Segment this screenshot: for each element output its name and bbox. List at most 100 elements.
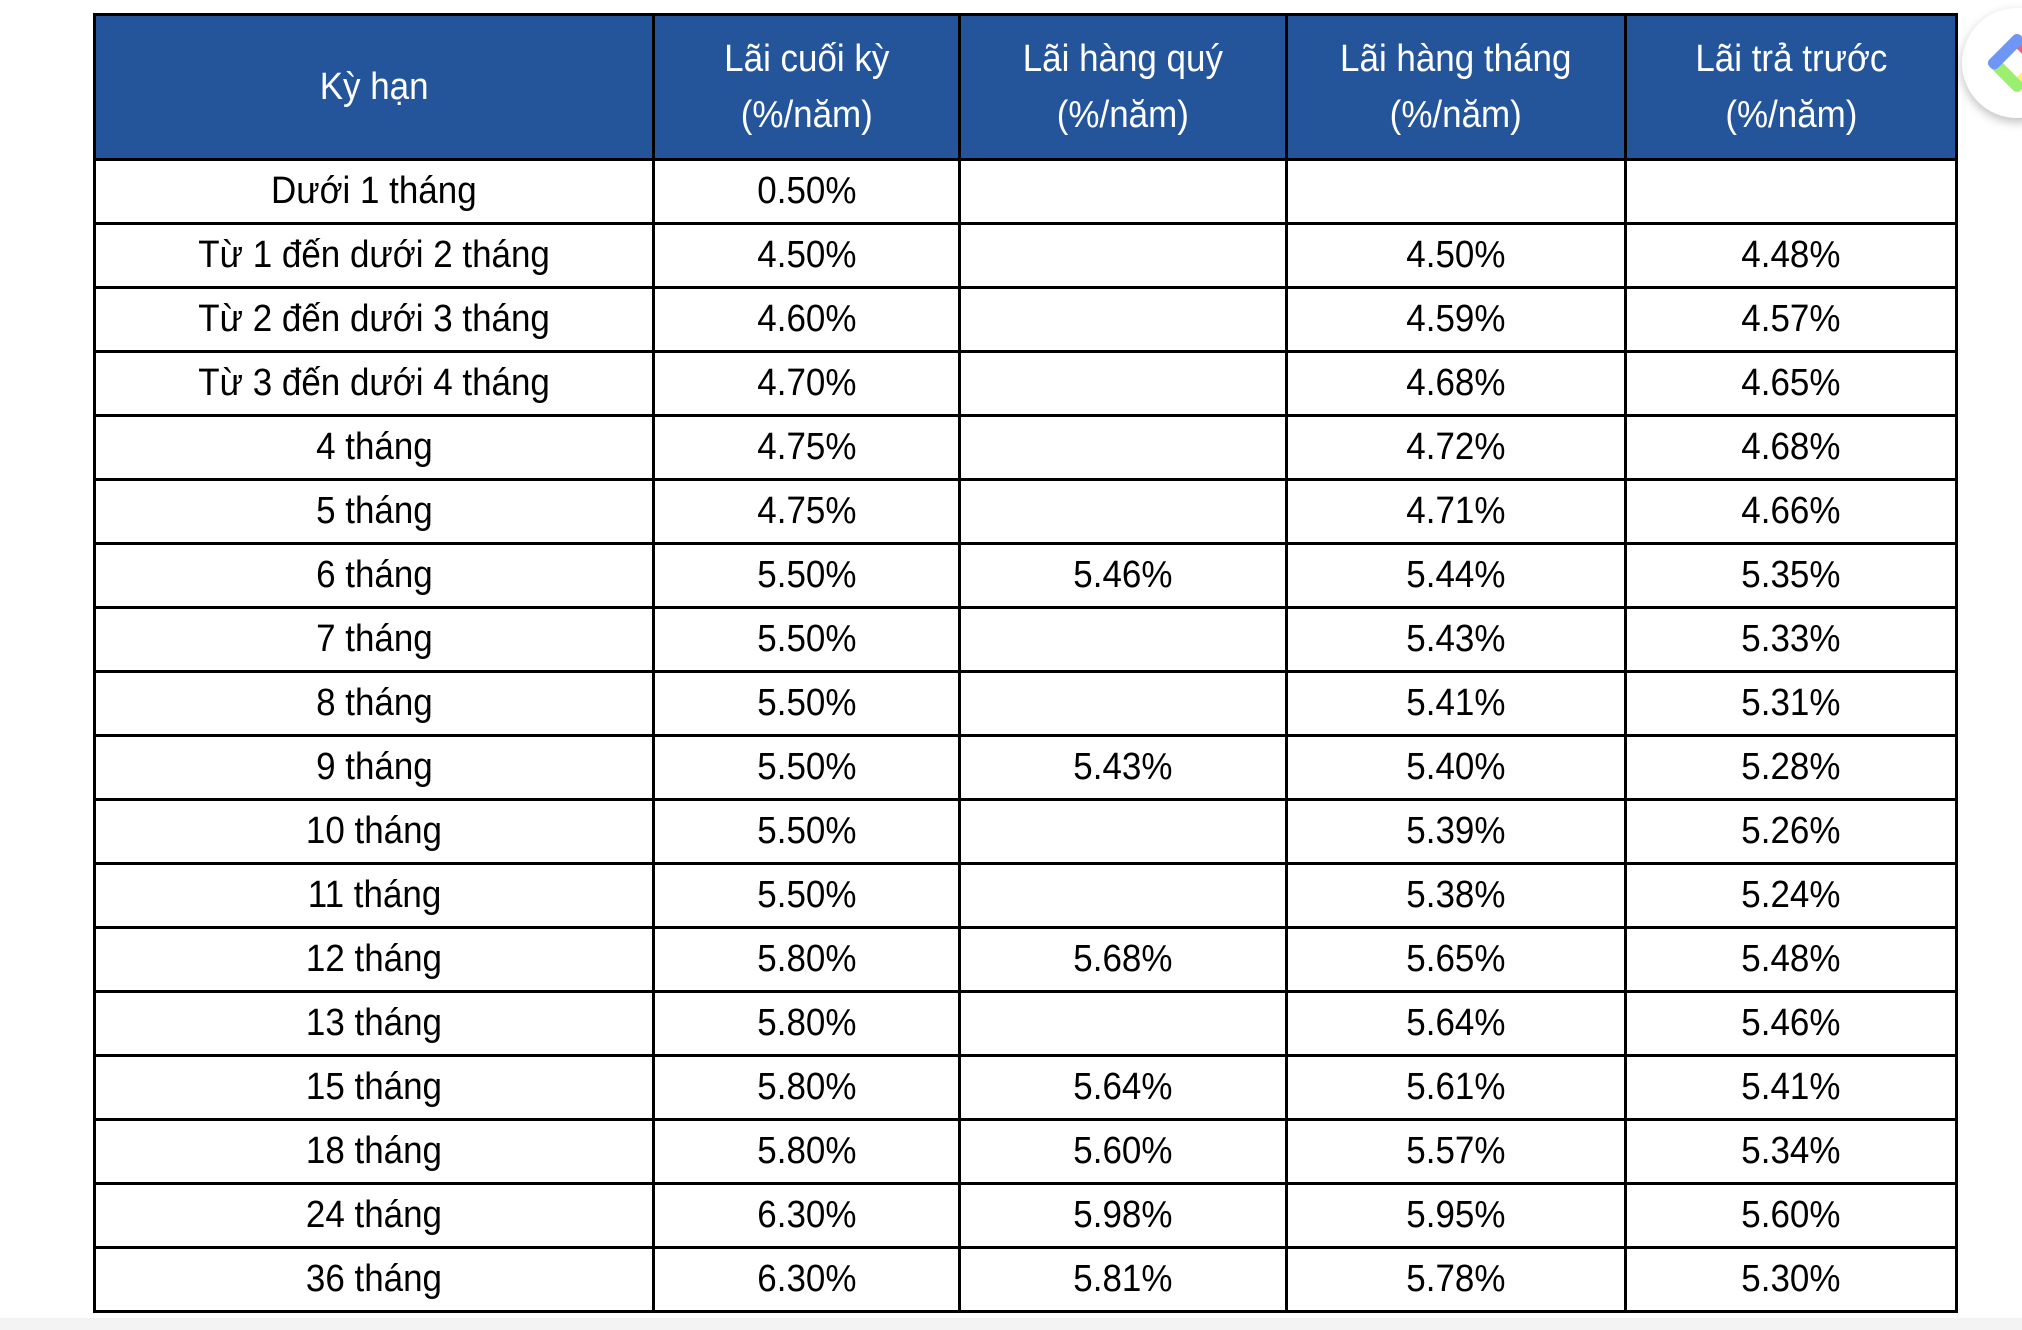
interest-rate-table: Kỳ hạn Lãi cuối kỳ (%/năm) Lãi hàng quý (%/n… — [92, 13, 1958, 1313]
rate-cell: 5.68% — [957, 926, 1288, 993]
table-row: 15 tháng 5.80% 5.64% 5.61% 5.41% — [92, 1054, 1958, 1121]
table-row: 24 tháng 6.30% 5.98% 5.95% 5.60% — [92, 1182, 1958, 1249]
cell-text: 5.50% — [756, 874, 857, 916]
cell-text: Dưới 1 tháng — [271, 170, 477, 212]
cell-text: 5.31% — [1741, 682, 1841, 724]
rate-cell — [957, 222, 1288, 289]
cell-text: 5.60% — [1741, 1194, 1841, 1236]
column-header: Lãi trả trước (%/năm) — [1624, 13, 1958, 161]
table-row: 13 tháng 5.80% 5.64% 5.46% — [92, 990, 1958, 1057]
cell-text: 5.41% — [1741, 1066, 1841, 1108]
cell-text: 4.68% — [1406, 362, 1506, 404]
extension-diamond-icon — [1987, 33, 2022, 93]
rate-cell: 4.72% — [1284, 414, 1628, 481]
cell-text: 5.95% — [1406, 1194, 1506, 1236]
term-cell: 36 tháng — [92, 1246, 656, 1313]
rate-cell: 4.65% — [1624, 350, 1958, 417]
term-cell: 11 tháng — [92, 862, 656, 929]
cell-text: 5.24% — [1741, 874, 1841, 916]
rate-cell: 5.98% — [957, 1182, 1288, 1249]
cell-text: 5.46% — [1741, 1002, 1841, 1044]
rate-cell: 5.26% — [1624, 798, 1958, 865]
rate-cell: 5.30% — [1624, 1246, 1958, 1313]
cell-text: 6.30% — [756, 1194, 857, 1236]
cell-text: 10 tháng — [306, 810, 443, 852]
cell-text: 5.50% — [756, 682, 857, 724]
cell-text: 5.80% — [756, 1066, 857, 1108]
cell-text: 18 tháng — [306, 1130, 443, 1172]
cell-text: 5.33% — [1741, 618, 1841, 660]
rate-cell: 4.50% — [1284, 222, 1628, 289]
table-row: 5 tháng 4.75% 4.71% 4.66% — [92, 478, 1958, 545]
cell-text: 5.80% — [756, 1130, 857, 1172]
rate-cell — [1624, 158, 1958, 225]
cell-text: 5.50% — [756, 810, 857, 852]
table-row: Từ 2 đến dưới 3 tháng 4.60% 4.59% 4.57% — [92, 286, 1958, 353]
cell-text: 8 tháng — [315, 682, 433, 724]
rate-cell: 5.65% — [1284, 926, 1628, 993]
cell-text: 5.38% — [1406, 874, 1506, 916]
header-line2: (%/năm) — [1056, 94, 1189, 136]
term-cell: 4 tháng — [92, 414, 656, 481]
term-cell: 6 tháng — [92, 542, 656, 609]
table-header-row: Kỳ hạn Lãi cuối kỳ (%/năm) Lãi hàng quý (%/n… — [92, 13, 1958, 161]
column-header: Lãi cuối kỳ (%/năm) — [652, 13, 961, 161]
header-line2: (%/năm) — [740, 94, 873, 136]
term-cell: Từ 2 đến dưới 3 tháng — [92, 286, 656, 353]
rate-cell: 5.78% — [1284, 1246, 1628, 1313]
table-row: Từ 1 đến dưới 2 tháng 4.50% 4.50% 4.48% — [92, 222, 1958, 289]
cell-text: 5.30% — [1741, 1258, 1841, 1300]
rate-cell: 5.80% — [652, 990, 961, 1057]
cell-text: 4 tháng — [315, 426, 433, 468]
rate-cell: 4.68% — [1624, 414, 1958, 481]
cell-text: 5.57% — [1406, 1130, 1506, 1172]
cell-text: 5.28% — [1741, 746, 1841, 788]
table-row: 10 tháng 5.50% 5.39% 5.26% — [92, 798, 1958, 865]
cell-text: Từ 1 đến dưới 2 tháng — [198, 234, 550, 276]
bottom-bar — [0, 1318, 2022, 1330]
term-cell: 10 tháng — [92, 798, 656, 865]
rate-cell: 5.24% — [1624, 862, 1958, 929]
rate-cell: 4.60% — [652, 286, 961, 353]
header-line1: Lãi trả trước — [1695, 38, 1888, 80]
table-row: 11 tháng 5.50% 5.38% 5.24% — [92, 862, 1958, 929]
header-line1: Lãi hàng quý — [1022, 38, 1223, 80]
rate-cell: 5.39% — [1284, 798, 1628, 865]
cell-text: 5 tháng — [315, 490, 433, 532]
table-row: Từ 3 đến dưới 4 tháng 4.70% 4.68% 4.65% — [92, 350, 1958, 417]
cell-text: 0.50% — [756, 170, 857, 212]
cell-text: 5.78% — [1406, 1258, 1506, 1300]
rate-cell: 5.35% — [1624, 542, 1958, 609]
rate-cell: 5.41% — [1624, 1054, 1958, 1121]
rate-cell: 5.48% — [1624, 926, 1958, 993]
cell-text: Từ 2 đến dưới 3 tháng — [198, 298, 550, 340]
rate-cell: 5.80% — [652, 1118, 961, 1185]
header-line2: (%/năm) — [1389, 94, 1522, 136]
cell-text: 5.39% — [1406, 810, 1506, 852]
term-cell: Từ 3 đến dưới 4 tháng — [92, 350, 656, 417]
term-cell: 15 tháng — [92, 1054, 656, 1121]
header-line1: Lãi cuối kỳ — [723, 38, 890, 80]
rate-cell: 4.71% — [1284, 478, 1628, 545]
term-cell: 24 tháng — [92, 1182, 656, 1249]
rate-cell — [957, 990, 1288, 1057]
table-row: 4 tháng 4.75% 4.72% 4.68% — [92, 414, 1958, 481]
rate-cell: 5.34% — [1624, 1118, 1958, 1185]
rate-cell: 5.60% — [1624, 1182, 1958, 1249]
cell-text: 4.66% — [1741, 490, 1841, 532]
rate-cell: 5.50% — [652, 606, 961, 673]
cell-text: 12 tháng — [306, 938, 443, 980]
rate-cell: 5.80% — [652, 926, 961, 993]
rate-cell: 5.31% — [1624, 670, 1958, 737]
cell-text: 4.70% — [756, 362, 857, 404]
cell-text: 4.50% — [1406, 234, 1506, 276]
rate-cell — [1284, 158, 1628, 225]
cell-text: 5.80% — [756, 1002, 857, 1044]
cell-text: 4.75% — [756, 490, 857, 532]
rate-cell — [957, 478, 1288, 545]
extension-button[interactable] — [1962, 8, 2022, 118]
cell-text: 5.43% — [1406, 618, 1506, 660]
rate-cell — [957, 606, 1288, 673]
term-cell: 8 tháng — [92, 670, 656, 737]
cell-text: 4.68% — [1741, 426, 1841, 468]
